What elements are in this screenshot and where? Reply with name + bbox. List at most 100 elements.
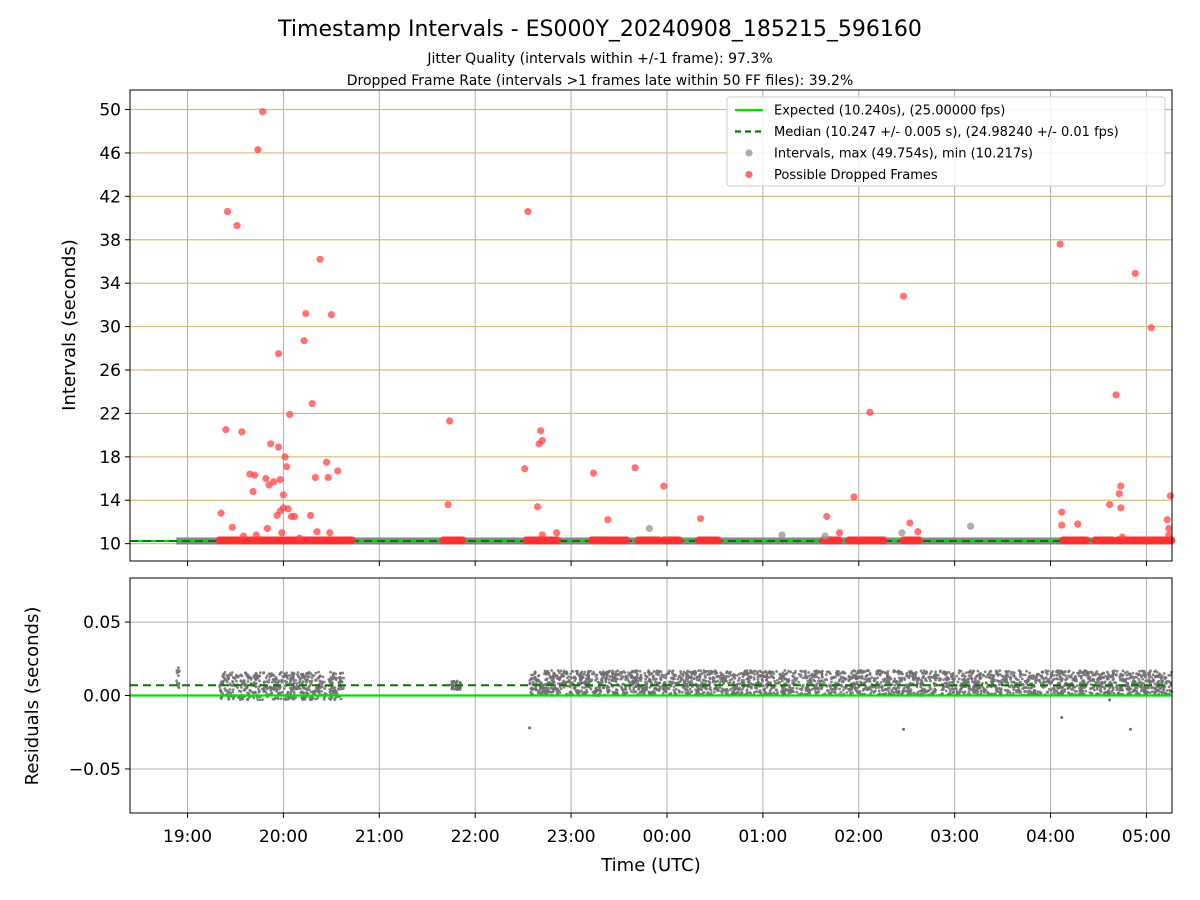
residual-point — [861, 688, 865, 691]
residual-point — [735, 674, 739, 677]
residual-point — [900, 676, 904, 680]
residual-point — [884, 688, 888, 691]
residual-point — [972, 685, 976, 688]
residual-point — [546, 671, 549, 675]
residual-point — [909, 689, 912, 693]
residual-point — [872, 690, 876, 694]
residual-point — [790, 690, 794, 693]
residual-point — [1133, 688, 1137, 692]
residual-point — [928, 672, 932, 675]
chart-subtitle-dropped: Dropped Frame Rate (intervals >1 frames … — [347, 73, 854, 89]
residual-point — [1142, 669, 1146, 673]
residual-point — [953, 677, 957, 680]
residual-point — [257, 690, 261, 694]
residual-point — [538, 688, 542, 692]
residual-point — [688, 687, 692, 691]
dropped-frame-cluster — [634, 536, 664, 545]
residual-point — [974, 681, 978, 685]
dropped-frame-point — [228, 523, 236, 531]
residual-point — [685, 673, 689, 677]
residual-point — [861, 670, 865, 674]
residual-point — [717, 689, 721, 693]
residual-point — [967, 690, 971, 694]
residual-point — [934, 678, 938, 682]
residual-point — [972, 669, 976, 673]
residual-point — [816, 679, 820, 683]
residual-point — [310, 673, 314, 677]
residual-point — [644, 677, 647, 681]
residual-point — [700, 688, 704, 692]
residual-point — [905, 674, 909, 678]
residual-point — [971, 690, 975, 694]
residual-point — [290, 697, 294, 701]
residual-point — [533, 675, 537, 679]
dropped-frame-point — [252, 531, 260, 539]
residual-point — [1137, 673, 1140, 677]
dropped-frame-cluster — [694, 536, 723, 545]
residual-point — [533, 670, 537, 674]
residual-point — [239, 686, 243, 689]
residual-point — [928, 685, 932, 689]
residual-point — [583, 686, 586, 690]
residual-point — [876, 676, 880, 680]
residual-point — [932, 681, 936, 685]
residual-point — [624, 688, 628, 692]
residual-point — [725, 671, 729, 675]
residual-point — [893, 686, 897, 690]
residual-point — [769, 670, 773, 674]
residual-point — [1148, 691, 1152, 695]
residual-point — [873, 676, 876, 680]
residual-point — [546, 681, 550, 684]
residual-point — [314, 679, 318, 682]
residual-point — [584, 679, 588, 683]
residual-point — [1011, 691, 1015, 695]
residual-point — [876, 669, 880, 673]
residual-point — [1146, 690, 1150, 694]
residual-point — [1120, 688, 1124, 692]
residual-point — [1050, 680, 1054, 684]
residual-point — [937, 673, 940, 677]
residual-point — [990, 677, 993, 681]
residual-point — [1143, 675, 1147, 679]
residual-point — [177, 674, 180, 678]
residual-point — [310, 676, 314, 680]
residual-point — [848, 689, 852, 693]
residual-point — [293, 685, 296, 689]
interval-point — [821, 532, 829, 540]
residual-point — [927, 675, 930, 679]
dropped-frame-point — [834, 536, 843, 545]
residual-point — [887, 676, 891, 679]
residual-point — [761, 671, 765, 674]
residual-point — [709, 692, 713, 695]
residual-point — [907, 685, 911, 689]
residual-point — [820, 675, 824, 679]
residual-point — [314, 697, 317, 701]
residual-point — [1118, 676, 1122, 679]
residual-point — [923, 691, 927, 695]
dropped-frame-cluster — [439, 536, 467, 545]
residual-point — [620, 676, 624, 680]
residual-point — [678, 680, 682, 684]
residual-point — [960, 678, 964, 681]
residual-point — [255, 673, 258, 677]
residual-point — [574, 669, 578, 673]
residual-point — [611, 673, 615, 677]
residual-point — [1003, 677, 1007, 681]
residual-point — [264, 676, 268, 680]
residual-point — [252, 696, 256, 700]
residual-point — [779, 673, 783, 677]
residual-point — [934, 670, 938, 674]
residual-point — [815, 675, 819, 679]
residual-point — [243, 688, 247, 692]
residual-point — [676, 677, 680, 681]
residual-point — [273, 697, 277, 701]
residual-point — [565, 676, 569, 680]
residual-point — [930, 670, 933, 673]
residual-point — [629, 689, 633, 693]
residual-point — [807, 671, 810, 674]
residual-point — [300, 672, 304, 676]
residual-point — [1012, 688, 1016, 691]
interval-point — [645, 524, 654, 533]
residual-point — [807, 688, 811, 692]
residual-point — [805, 676, 809, 680]
